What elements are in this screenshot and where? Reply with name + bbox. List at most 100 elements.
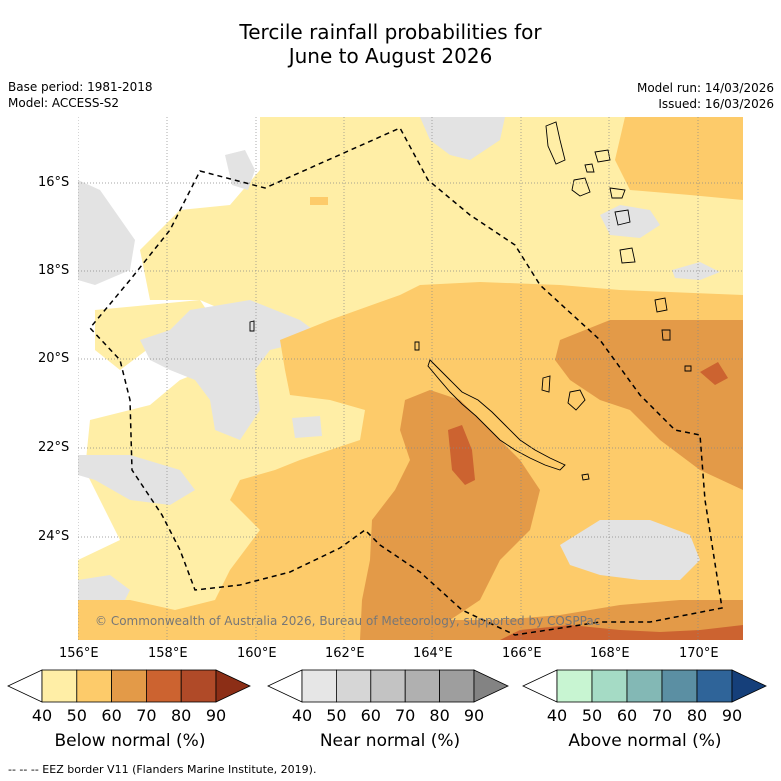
below-50-region-ne (615, 117, 743, 200)
colorbar-below-extend-low (7, 669, 43, 703)
colorbar-below-bin-2 (111, 669, 147, 703)
colorbar-near-extend-low (267, 669, 303, 703)
colorbar-below-bin-3 (145, 669, 182, 703)
colorbar-below-bin-1 (76, 669, 113, 703)
colorbar-above-tick-80: 80 (686, 706, 708, 725)
coastlines (249, 121, 692, 481)
colorbar-below-bin-0 (41, 669, 78, 703)
colorbar-above-extend-high (731, 669, 767, 703)
colorbar-above-bin-1 (591, 669, 628, 703)
lon-label-166e: 166°E (502, 646, 542, 661)
lat-label-24s: 24°S (38, 529, 70, 544)
model-run-label: Model run: 14/03/2026 (636, 81, 774, 95)
vanuatu-efate (609, 187, 626, 199)
colorbar-strip (7, 669, 767, 703)
colorbar-near-tick-80: 80 (429, 706, 450, 725)
colorbar-near-bin-4 (439, 669, 475, 703)
colorbar-below-tick-70: 70 (136, 706, 157, 725)
colorbar-above (522, 669, 767, 703)
grey-patch-n (225, 150, 255, 190)
colorbar-below-tick-40: 40 (31, 706, 53, 725)
lon-label-160e: 160°E (237, 646, 277, 661)
below-60-region-south (360, 560, 743, 640)
colorbar-above-bin-4 (696, 669, 733, 703)
grey-patch-small (292, 416, 322, 438)
colorbar-below-tick-80: 80 (171, 706, 192, 725)
colorbar-above-bin-3 (661, 669, 698, 703)
below-normal-title: Below normal (%) (54, 731, 206, 751)
colorbar-above-extend-low (522, 669, 558, 703)
above-normal-title: Above normal (%) (568, 731, 722, 751)
chesterfield-islet (249, 320, 255, 332)
below-70-region-center (448, 425, 475, 485)
lon-label-158e: 158°E (148, 646, 188, 661)
colorbar-near-tick-60: 60 (360, 706, 381, 725)
vanuatu-north-1 (594, 149, 611, 163)
hunter-island (661, 329, 671, 341)
model-label: Model: ACCESS-S2 (8, 96, 120, 110)
below-70-region-east (700, 362, 728, 385)
base-period-label: Base period: 1981-2018 (8, 80, 153, 94)
new-caledonia-coast (427, 359, 566, 471)
lon-label-164e: 164°E (413, 646, 453, 661)
colorbar-above-tick-60: 60 (616, 706, 638, 725)
grey-patch-sw (78, 455, 195, 505)
vanuatu-erromango (614, 209, 631, 226)
lon-label-162e: 162°E (325, 646, 365, 661)
colorbar-near-tick-50: 50 (326, 706, 347, 725)
east-islet (684, 365, 692, 372)
colorbar-below (7, 669, 251, 703)
colorbar-near-bin-3 (404, 669, 441, 703)
colorbar-near (267, 669, 509, 703)
eez-footnote: -- -- -- EEZ border V11 (Flanders Marine… (8, 763, 317, 776)
lat-label-16s: 16°S (38, 175, 70, 190)
vanuatu-small-1 (584, 163, 595, 173)
grey-patch-se-top (560, 520, 700, 580)
vanuatu-tanna (619, 247, 636, 264)
copyright-notice: © Commonwealth of Australia 2026, Bureau… (95, 614, 601, 628)
colorbar-above-bin-2 (626, 669, 663, 703)
chart-title-line2: June to August 2026 (288, 44, 493, 68)
lon-label-168e: 168°E (590, 646, 630, 661)
lat-label-20s: 20°S (38, 351, 70, 366)
colorbar-below-bin-4 (180, 669, 217, 703)
colorbar-near-bin-0 (301, 669, 337, 703)
chart-title-line1: Tercile rainfall probabilities for (239, 20, 542, 44)
lon-label-156e: 156°E (59, 646, 99, 661)
matthew-island (654, 297, 668, 313)
colorbar-above-tick-70: 70 (651, 706, 673, 725)
lat-label-18s: 18°S (38, 263, 70, 278)
colorbar-below-tick-50: 50 (66, 706, 87, 725)
eez-border (88, 127, 723, 636)
colorbar-near-tick-70: 70 (395, 706, 416, 725)
belep-islet (414, 341, 420, 351)
lon-label-170e: 170°E (679, 646, 719, 661)
colorbar-above-tick-40: 40 (546, 706, 568, 725)
colorbar-near-bin-2 (370, 669, 406, 703)
colorbar-above-tick-90: 90 (721, 706, 743, 725)
gridlines (78, 117, 743, 640)
colorbar-near-bin-1 (335, 669, 372, 703)
colorbar-ticks: 40 50 60 70 80 90 40 50 60 70 80 90 40 50 60 70 80 90 (0, 706, 781, 725)
below-50-region-spot (310, 197, 328, 205)
colorbar-below-tick-90: 90 (205, 706, 227, 725)
colorbar-near-tick-90: 90 (463, 706, 485, 725)
loyalty-island-2 (567, 389, 586, 411)
grey-patch-ne-top (420, 117, 505, 160)
colorbar-below-tick-60: 60 (101, 706, 122, 725)
issued-label: Issued: 16/03/2026 (658, 97, 774, 111)
lat-label-22s: 22°S (38, 440, 70, 455)
colorbar-near-tick-40: 40 (291, 706, 313, 725)
colorbar-above-bin-0 (556, 669, 593, 703)
colorbar-above-tick-50: 50 (581, 706, 603, 725)
loyalty-island-1 (541, 375, 551, 393)
colorbar-below-extend-high (215, 669, 251, 703)
near-normal-title: Near normal (%) (319, 731, 461, 751)
map-fill-layer (78, 117, 743, 640)
grey-patch-nw (78, 180, 135, 285)
vanuatu-espiritu (545, 121, 566, 165)
below-60-region-east (555, 320, 743, 490)
loyalty-island-3 (581, 473, 590, 481)
vanuatu-malekula (571, 177, 591, 197)
